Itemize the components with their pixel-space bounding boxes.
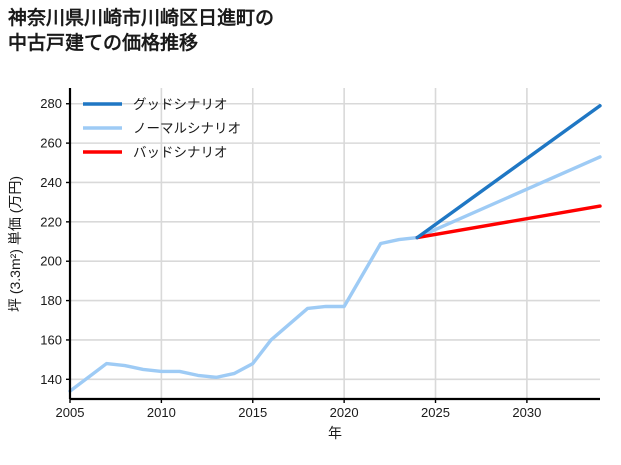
x-axis-title-text: 年 <box>328 425 342 441</box>
y-axis-title-text: 坪 (3.3m²) 単価 (万円) <box>7 176 23 312</box>
y-tick-label: 140 <box>40 372 62 387</box>
x-tick-label: 2020 <box>330 405 359 420</box>
y-tick-label: 260 <box>40 136 62 151</box>
y-tick-label: 240 <box>40 175 62 190</box>
legend-label: ノーマルシナリオ <box>133 121 241 136</box>
y-axis-tick-labels: 140 160 180 200 220 240 260 280 <box>40 96 70 387</box>
page-title: 神奈川県川崎市川崎区日進町の 中古戸建ての価格推移 <box>8 8 275 54</box>
series-line-good <box>415 104 602 240</box>
y-tick-label: 160 <box>40 332 62 347</box>
x-tick-label: 2015 <box>238 405 267 420</box>
data-series-group <box>68 104 602 393</box>
series-line-normal <box>68 155 602 393</box>
legend-label: バッドシナリオ <box>133 145 228 160</box>
x-tick-label: 2025 <box>421 405 450 420</box>
x-axis-tick-labels: 2005 2010 2015 2020 2025 2030 <box>56 399 541 420</box>
y-tick-label: 280 <box>40 96 62 111</box>
x-tick-label: 2005 <box>56 405 85 420</box>
legend-label: グッドシナリオ <box>133 97 228 112</box>
y-tick-label: 180 <box>40 293 62 308</box>
series-line-bad <box>415 204 602 240</box>
x-axis-title: 年 <box>328 425 342 441</box>
x-tick-label: 2030 <box>512 405 541 420</box>
plot-background <box>70 88 600 399</box>
y-tick-label: 220 <box>40 214 62 229</box>
y-axis-title: 坪 (3.3m²) 単価 (万円) <box>7 176 23 312</box>
x-tick-label: 2010 <box>147 405 176 420</box>
y-tick-label: 200 <box>40 254 62 269</box>
axis-spines <box>68 88 600 401</box>
